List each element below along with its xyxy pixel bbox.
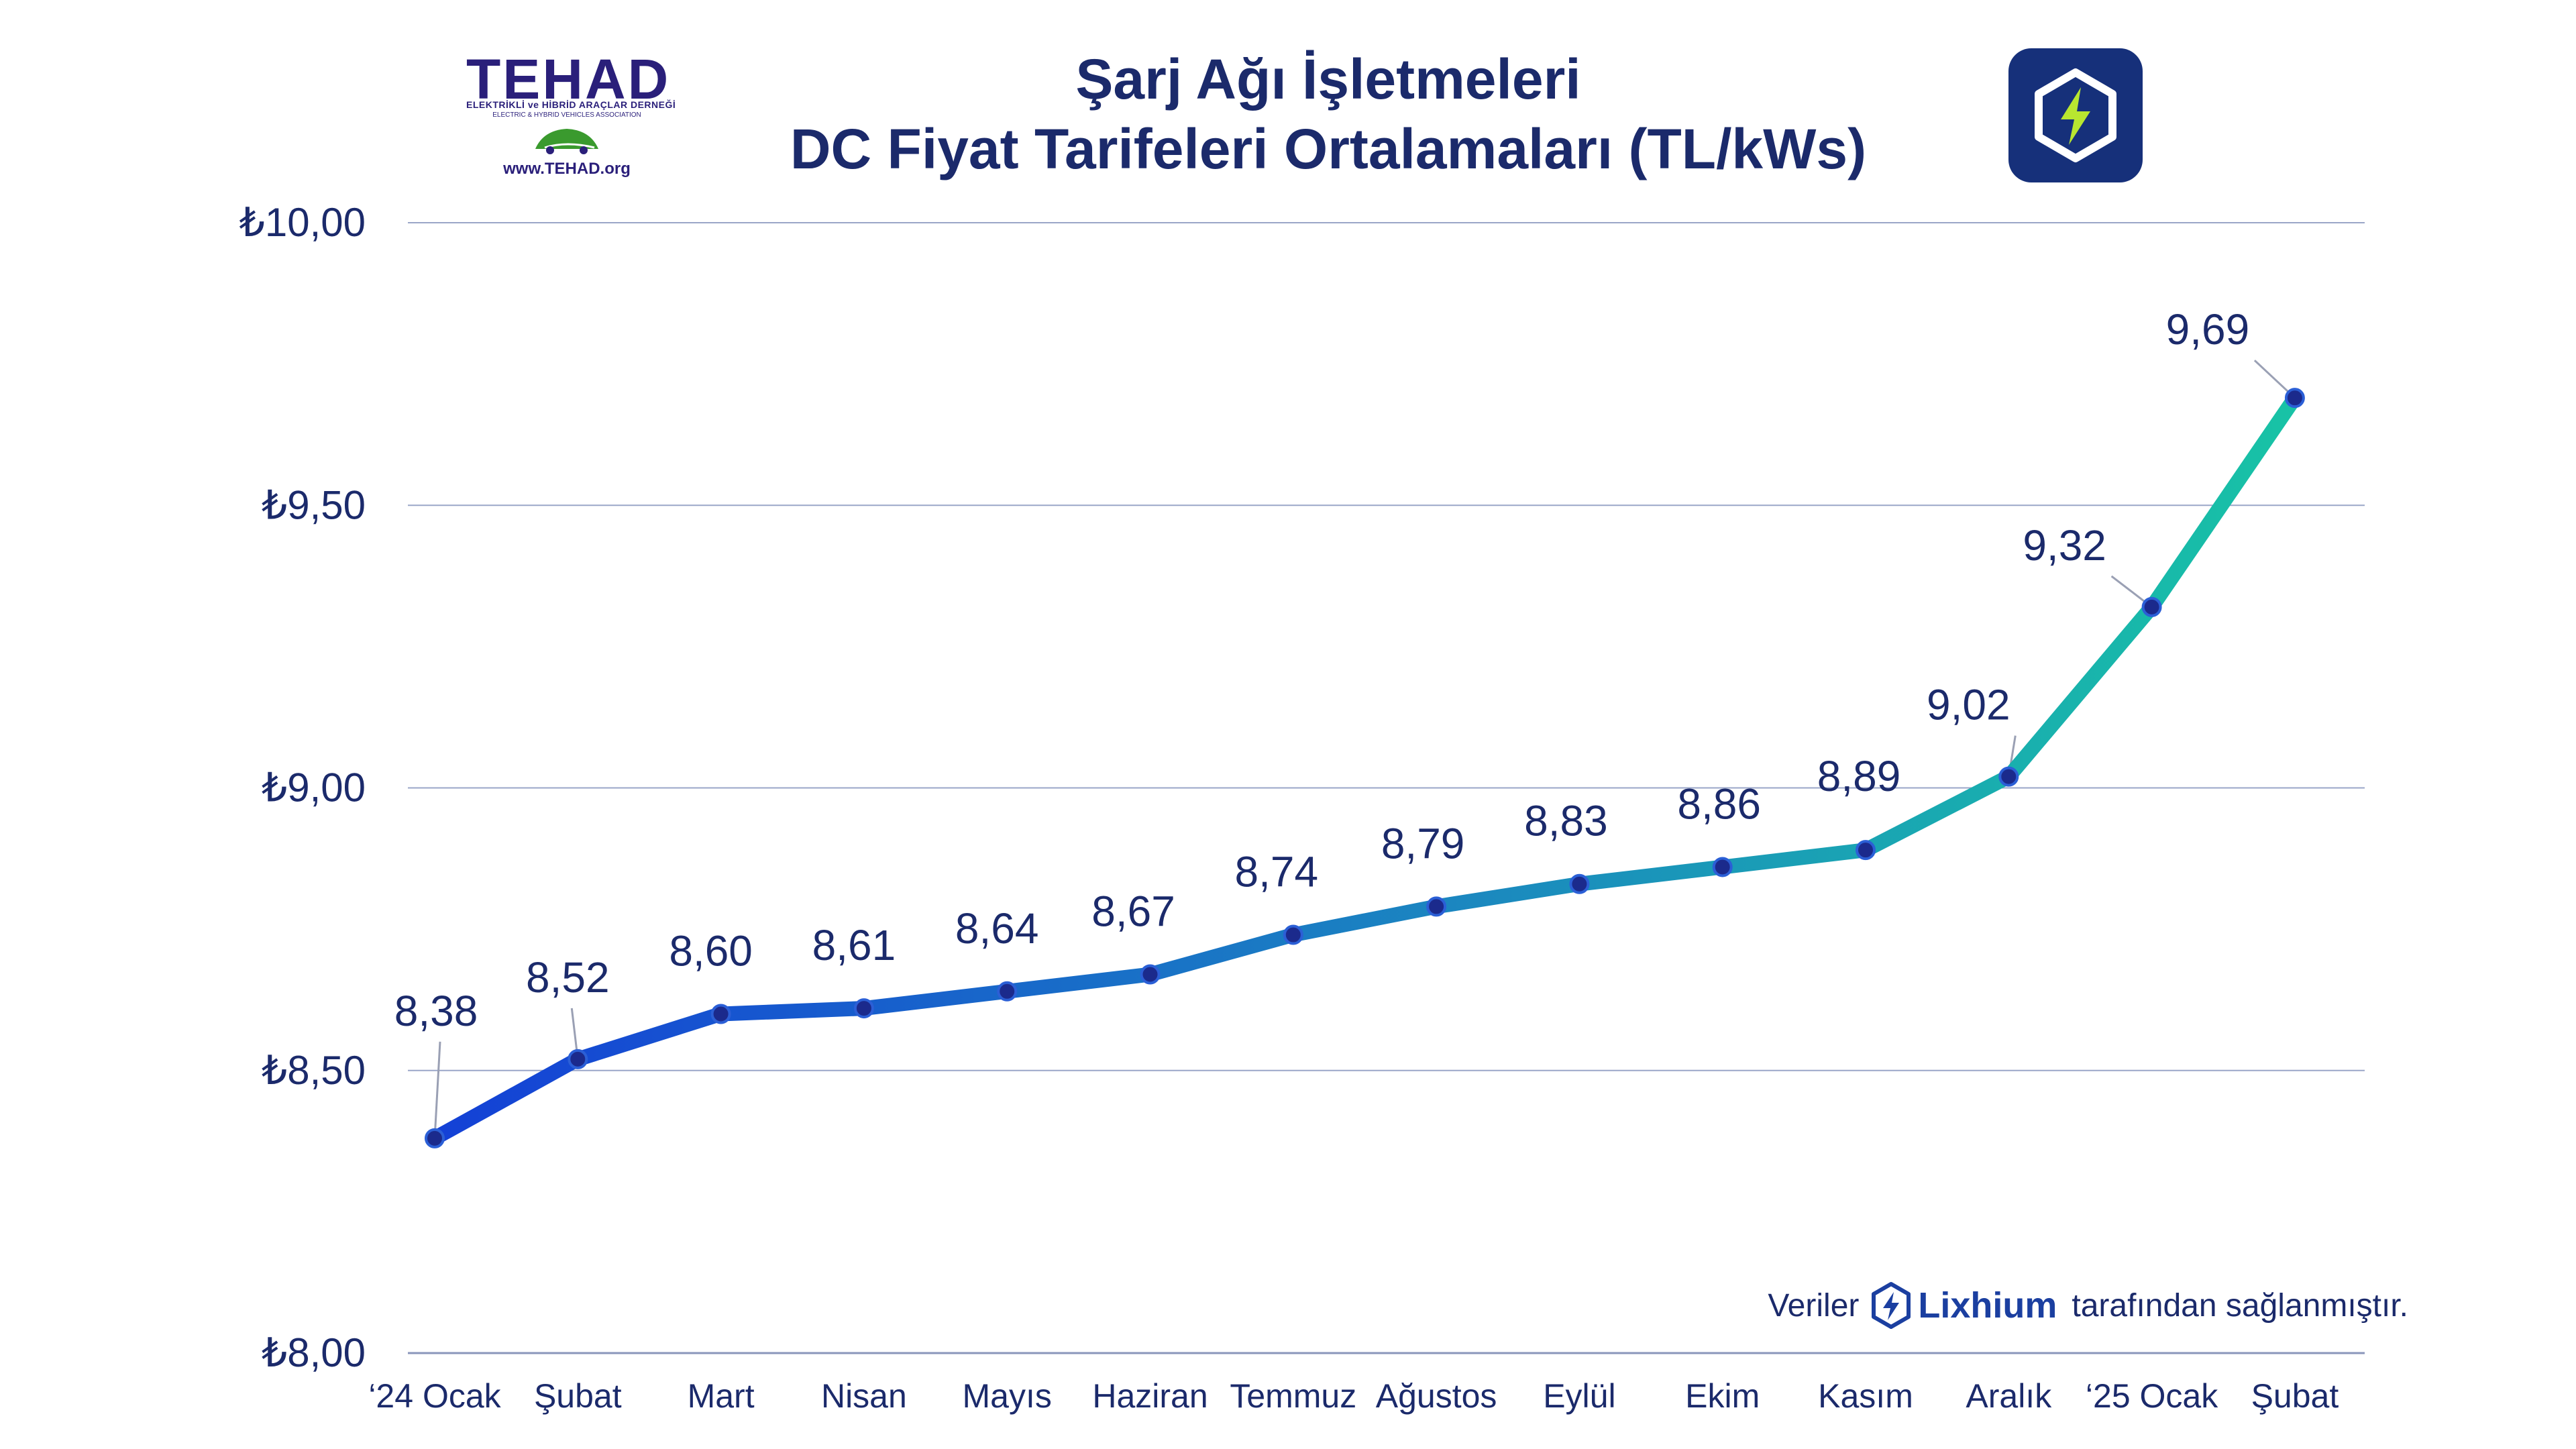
- x-tick-label: Temmuz: [1230, 1377, 1356, 1415]
- x-tick-label: Eylül: [1543, 1377, 1615, 1415]
- data-label: 9,32: [2023, 521, 2106, 570]
- data-markers: [425, 388, 2305, 1148]
- chart-title-line2: DC Fiyat Tarifeleri Ortalamaları (TL/kWs…: [790, 117, 1867, 180]
- x-axis: ‘24 Ocak Şubat Mart Nisan Mayıs Haziran Temmuz…: [368, 1377, 2339, 1415]
- data-point: [710, 1004, 731, 1024]
- tehad-logo: TEHAD ELEKTRİKLİ ve HİBRİD ARAÇLAR DERNE…: [466, 47, 681, 188]
- tehad-logo-subtitle-tr: ELEKTRİKLİ ve HİBRİD ARAÇLAR DERNEĞİ: [466, 99, 676, 110]
- y-tick-label: ₺10,00: [239, 200, 366, 245]
- label-leader: [433, 1041, 441, 1138]
- car-icon: [535, 129, 598, 154]
- data-labels: 8,38 8,52 8,60 8,61 8,64 8,67 8,74 8,79 8,83 8,86…: [394, 305, 2249, 1035]
- credit-prefix: Veriler: [1768, 1287, 1860, 1324]
- x-tick-label: Aralık: [1966, 1377, 2052, 1415]
- y-tick-label: ₺9,00: [262, 765, 366, 810]
- data-point: [1998, 766, 2019, 787]
- credit-brand: Lixhium: [1918, 1285, 2057, 1326]
- data-point: [1712, 857, 1733, 877]
- x-tick-label: Şubat: [534, 1377, 622, 1415]
- data-label: 8,83: [1524, 797, 1608, 845]
- chart-title: Şarj Ağı İşletmeleri DC Fiyat Tarifeleri…: [671, 44, 1986, 184]
- data-label: 8,64: [955, 904, 1039, 953]
- data-label: 8,86: [1677, 780, 1761, 828]
- data-point: [2284, 388, 2305, 409]
- y-tick-label: ₺8,00: [262, 1330, 366, 1375]
- gridlines: [408, 222, 2365, 1354]
- data-point: [1856, 840, 1876, 861]
- x-tick-label: Haziran: [1092, 1377, 1208, 1415]
- data-point: [997, 981, 1018, 1002]
- tehad-logo-name: TEHAD: [466, 48, 671, 111]
- series-line: [427, 390, 2302, 1146]
- lixhium-logo-icon: [1872, 1282, 1911, 1329]
- x-tick-label: Şubat: [2251, 1377, 2339, 1415]
- data-point: [1283, 924, 1303, 945]
- data-label: 9,69: [2166, 305, 2250, 354]
- y-axis: ₺8,00 ₺8,50 ₺9,00 ₺9,50 ₺10,00: [239, 200, 366, 1375]
- data-point: [568, 1049, 588, 1069]
- x-tick-label: Mayıs: [963, 1377, 1052, 1415]
- credit-suffix: tarafından sağlanmıştır.: [2072, 1287, 2408, 1324]
- x-tick-label: Kasım: [1818, 1377, 1913, 1415]
- x-tick-label: Ekim: [1685, 1377, 1760, 1415]
- data-point: [2141, 596, 2162, 617]
- data-label: 8,38: [394, 987, 478, 1035]
- x-tick-label: ‘24 Ocak: [368, 1377, 501, 1415]
- data-label: 8,74: [1235, 848, 1319, 896]
- data-label: 8,89: [1817, 752, 1901, 800]
- data-label: 9,02: [1927, 681, 2010, 729]
- data-point: [1426, 896, 1447, 917]
- data-point: [1140, 964, 1161, 985]
- lightning-hexagon-icon: [2008, 48, 2143, 182]
- x-tick-label: Nisan: [821, 1377, 907, 1415]
- tehad-logo-subtitle-en: ELECTRIC & HYBRID VEHICLES ASSOCIATION: [492, 111, 641, 119]
- data-credit: Veriler Lixhium tarafından sağlanmıştır.: [1737, 1279, 2408, 1332]
- x-tick-label: ‘25 Ocak: [2086, 1377, 2218, 1415]
- tehad-logo-url: www.TEHAD.org: [503, 160, 631, 178]
- data-label: 8,52: [526, 953, 610, 1002]
- x-tick-label: Ağustos: [1376, 1377, 1497, 1415]
- data-label: 8,79: [1381, 819, 1465, 867]
- data-label: 8,67: [1091, 888, 1175, 936]
- data-label: 8,60: [669, 927, 753, 975]
- x-tick-label: Mart: [688, 1377, 755, 1415]
- data-point: [853, 998, 874, 1019]
- y-tick-label: ₺8,50: [262, 1048, 366, 1093]
- data-point: [1569, 873, 1590, 894]
- data-point: [425, 1128, 445, 1148]
- data-label: 8,61: [812, 921, 896, 969]
- y-tick-label: ₺9,50: [262, 482, 366, 527]
- chart-title-line1: Şarj Ağı İşletmeleri: [1075, 48, 1581, 111]
